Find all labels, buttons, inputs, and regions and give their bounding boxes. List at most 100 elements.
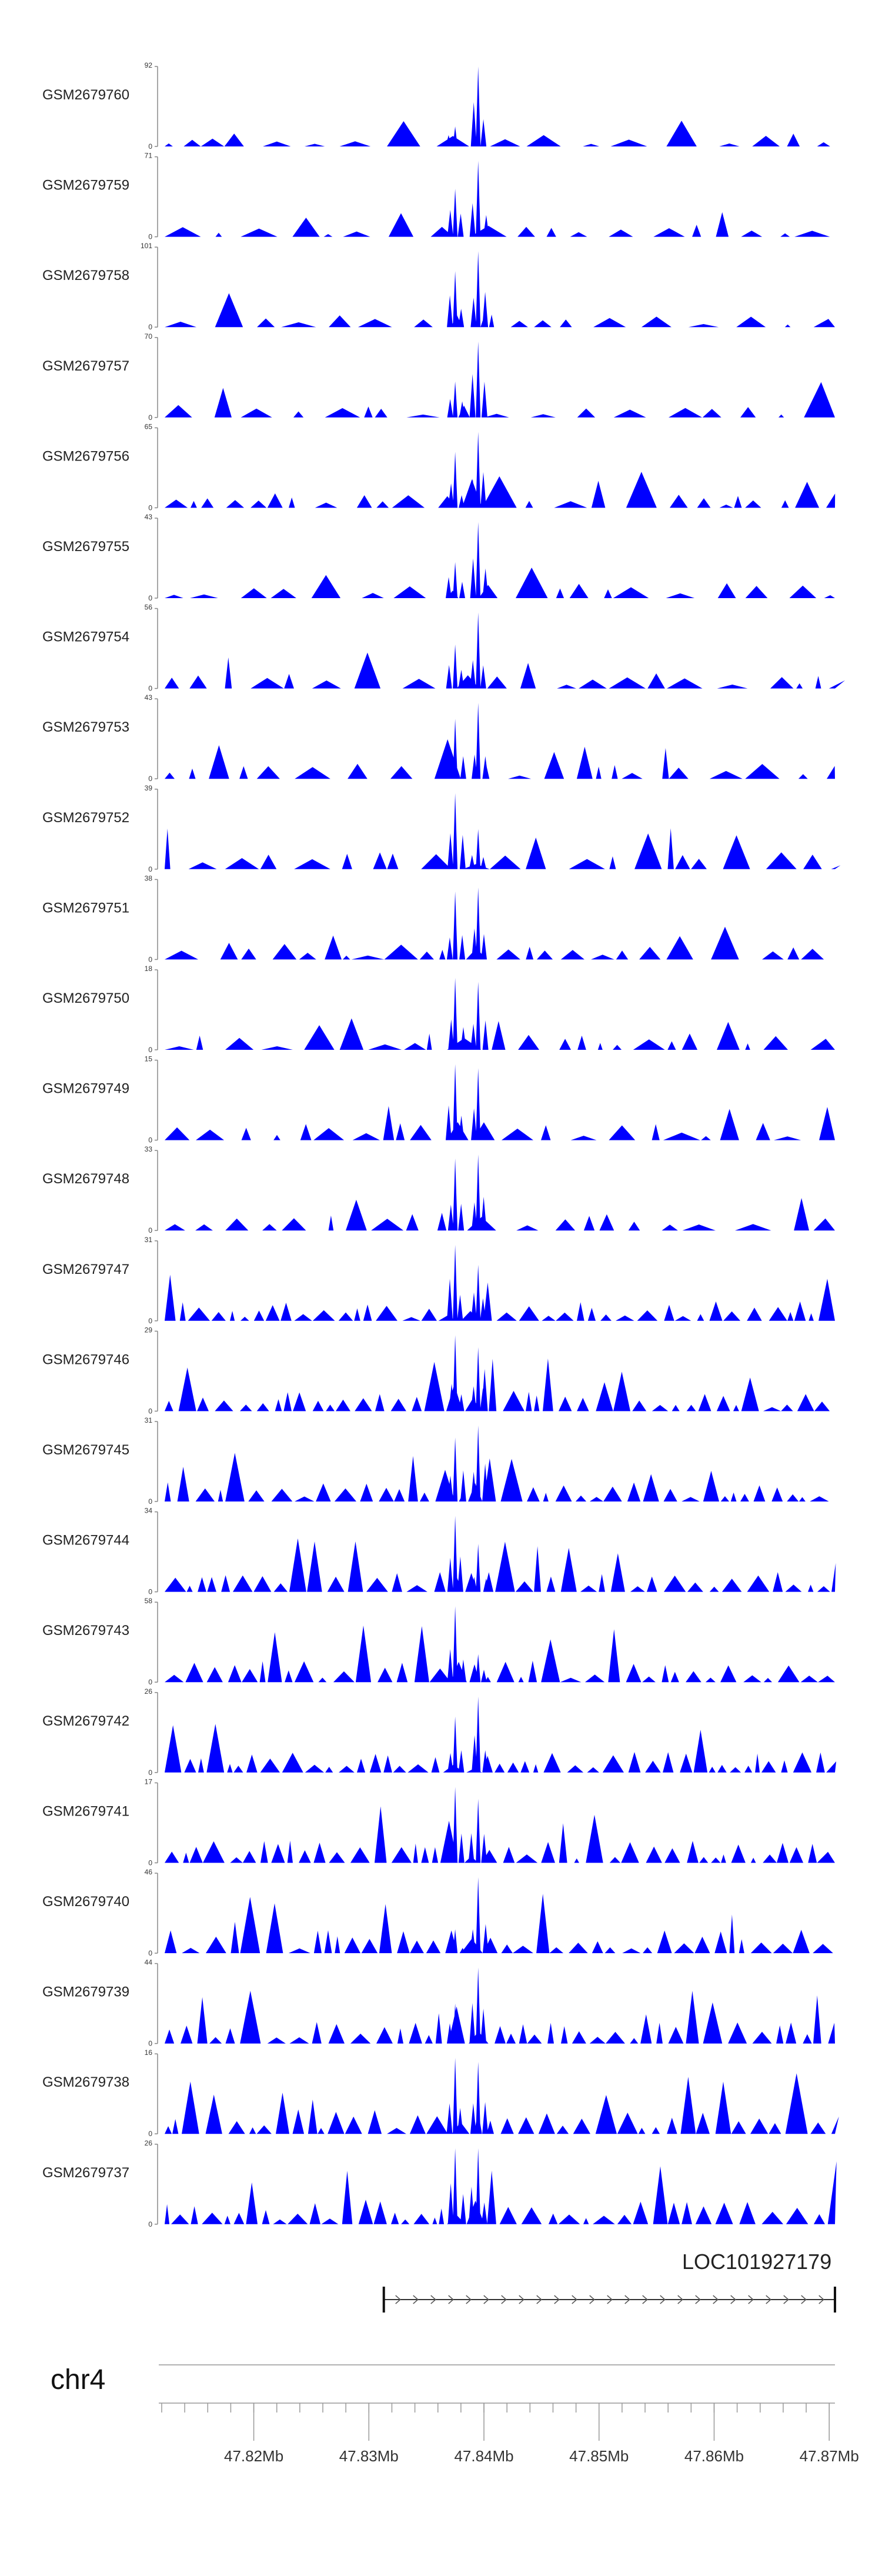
strand-arrow [766,2295,771,2304]
coverage-area [162,341,835,418]
y-min-label: 0 [148,1317,152,1325]
strand-arrow [713,2295,719,2304]
y-min-label: 0 [148,865,152,873]
coverage-area [162,977,835,1050]
y-min-label: 0 [148,2220,152,2228]
y-max-label: 43 [145,513,153,521]
y-min-label: 0 [148,1136,152,1144]
track-GSM2679738: GSM2679738 16 0 [42,2048,839,2138]
track-label: GSM2679750 [42,990,129,1006]
coverage-area [162,161,835,237]
axis-tick-label: 47.82Mb [224,2447,283,2465]
axis-tick-label: 47.87Mb [800,2447,859,2465]
y-max-label: 31 [145,1236,153,1244]
axis-tick-label: 47.83Mb [339,2447,399,2465]
strand-arrow [783,2295,789,2304]
track-label: GSM2679754 [42,629,129,645]
strand-arrow [801,2295,807,2304]
track-GSM2679742: GSM2679742 26 0 [42,1687,837,1777]
coverage-area [162,1787,835,1863]
track-GSM2679751: GSM2679751 38 0 [42,874,835,963]
track-GSM2679739: GSM2679739 44 0 [42,1958,835,2048]
coverage-area [162,1606,835,1683]
y-max-label: 26 [145,2139,153,2147]
track-GSM2679745: GSM2679745 31 0 [42,1416,835,1506]
track-GSM2679746: GSM2679746 29 0 [42,1326,835,1415]
y-max-label: 65 [145,422,153,431]
y-max-label: 39 [145,784,153,792]
y-max-label: 70 [145,332,153,341]
y-min-label: 0 [148,233,152,241]
coverage-area [162,66,835,146]
y-max-label: 34 [145,1507,153,1515]
coverage-area [162,522,835,598]
strand-arrow [589,2295,595,2304]
y-max-label: 38 [145,874,153,882]
coverage-area [162,703,835,779]
track-label: GSM2679756 [42,448,129,464]
track-GSM2679753: GSM2679753 43 0 [42,693,835,783]
coverage-area [162,1335,835,1412]
coverage-area [162,1967,835,2044]
coverage-area [162,1425,835,1501]
track-GSM2679747: GSM2679747 31 0 [42,1236,835,1325]
track-label: GSM2679749 [42,1081,129,1097]
y-max-label: 44 [145,1958,153,1967]
coverage-area [162,251,835,328]
y-min-label: 0 [148,503,152,512]
y-min-label: 0 [148,1769,152,1777]
y-min-label: 0 [148,1858,152,1867]
genome-axis: chr4 47.82Mb 47.83Mb 47.84Mb 47.85Mb 47.86Mb 4… [51,2364,859,2465]
y-min-label: 0 [148,142,152,151]
y-max-label: 101 [141,242,152,250]
y-min-label: 0 [148,955,152,963]
strand-arrow [607,2295,613,2304]
strand-arrow [430,2295,436,2304]
strand-arrow [660,2295,666,2304]
axis-tick-label: 47.86Mb [684,2447,744,2465]
track-GSM2679744: GSM2679744 34 0 [42,1507,836,1596]
track-GSM2679749: GSM2679749 15 0 [42,1055,835,1144]
y-min-label: 0 [148,1407,152,1415]
strand-arrow [730,2295,736,2304]
track-label: GSM2679746 [42,1352,129,1367]
track-label: GSM2679737 [42,2165,129,2181]
gene-label: LOC101927179 [682,2250,831,2274]
coverage-area [162,793,841,869]
track-label: GSM2679743 [42,1623,129,1639]
track-label: GSM2679738 [42,2074,129,2090]
y-max-label: 17 [145,1777,153,1786]
coverage-area [162,1154,835,1231]
strand-arrow [448,2295,454,2304]
track-GSM2679748: GSM2679748 33 0 [42,1145,835,1234]
coverage-area [162,1244,835,1321]
strand-arrow [695,2295,701,2304]
track-label: GSM2679758 [42,268,129,283]
y-max-label: 71 [145,152,153,160]
y-min-label: 0 [148,2130,152,2138]
track-GSM2679737: GSM2679737 26 0 [42,2139,837,2228]
strand-arrow [748,2295,754,2304]
y-min-label: 0 [148,1046,152,1054]
y-min-label: 0 [148,1949,152,1957]
track-GSM2679754: GSM2679754 56 0 [42,603,846,693]
track-label: GSM2679744 [42,1533,129,1549]
y-min-label: 0 [148,775,152,783]
y-min-label: 0 [148,1226,152,1234]
y-max-label: 26 [145,1687,153,1696]
strand-arrow [413,2295,419,2304]
track-label: GSM2679747 [42,1262,129,1277]
track-label: GSM2679740 [42,1894,129,1910]
coverage-area [162,432,836,508]
chromosome-label: chr4 [51,2364,105,2395]
y-max-label: 58 [145,1597,153,1605]
y-max-label: 92 [145,61,153,69]
strand-arrow [624,2295,630,2304]
strand-arrow [677,2295,683,2304]
track-label: GSM2679748 [42,1171,129,1187]
strand-arrow [501,2295,507,2304]
track-label: GSM2679741 [42,1803,129,1819]
y-min-label: 0 [148,413,152,422]
track-GSM2679759: GSM2679759 71 0 [42,152,835,241]
